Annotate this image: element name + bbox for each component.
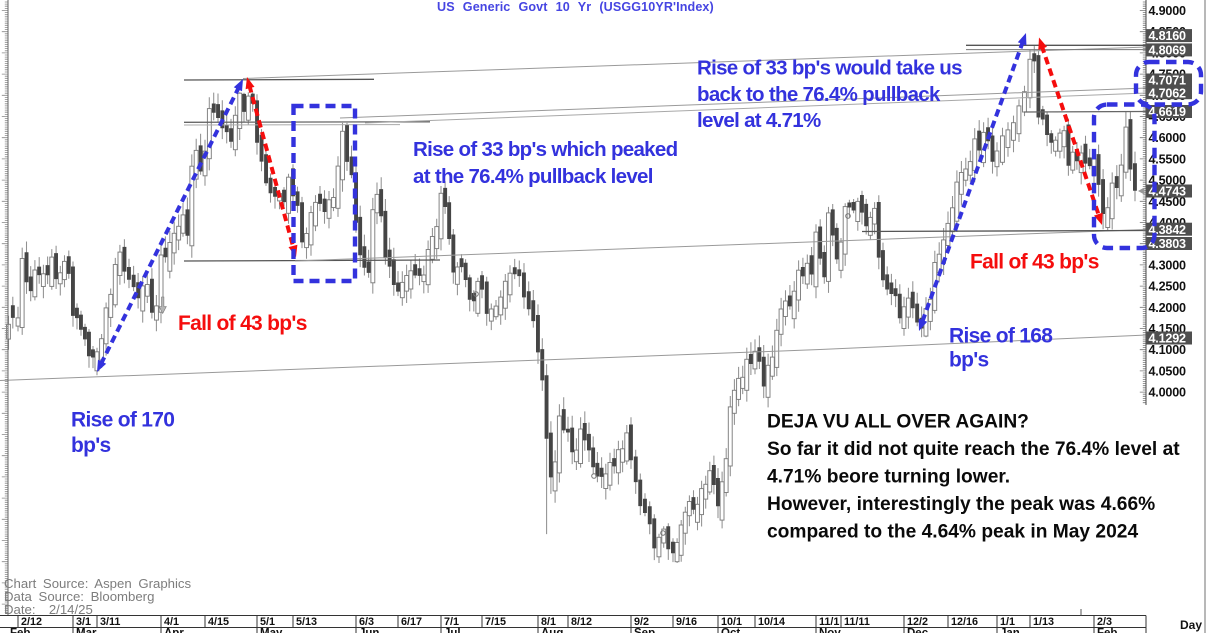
- svg-text:Nov: Nov: [819, 628, 841, 633]
- svg-text:Chart Source: Aspen Graphics: Chart Source: Aspen Graphics: [4, 576, 192, 591]
- svg-text:4.8069: 4.8069: [1149, 44, 1187, 58]
- svg-text:3/1: 3/1: [76, 616, 91, 628]
- svg-text:9/16: 9/16: [676, 616, 697, 628]
- svg-text:4.5000: 4.5000: [1149, 174, 1187, 188]
- svg-text:Rise of 168: Rise of 168: [949, 325, 1053, 348]
- svg-text:11/11: 11/11: [844, 616, 870, 628]
- svg-text:5/1: 5/1: [260, 616, 275, 628]
- svg-text:4.4743: 4.4743: [1149, 185, 1187, 199]
- svg-text:Fall of 43 bp's: Fall of 43 bp's: [970, 251, 1099, 274]
- svg-text:DEJA VU ALL OVER AGAIN?: DEJA VU ALL OVER AGAIN?: [767, 412, 1029, 433]
- svg-text:4.2500: 4.2500: [1149, 280, 1187, 294]
- svg-text:4.71% beore turning lower.: 4.71% beore turning lower.: [767, 467, 1010, 488]
- svg-text:4.6619: 4.6619: [1149, 105, 1187, 119]
- svg-text:4.4500: 4.4500: [1149, 195, 1187, 209]
- svg-text:compared to the 4.64% peak in: compared to the 4.64% peak in May 2024: [767, 521, 1138, 542]
- svg-text:12/16: 12/16: [951, 616, 978, 628]
- svg-text:4.0500: 4.0500: [1149, 364, 1187, 378]
- svg-text:US Generic Govt 10 Yr (USGG10Y: US Generic Govt 10 Yr (USGG10YR'Index): [437, 0, 714, 14]
- svg-text:Rise of 170: Rise of 170: [71, 408, 174, 431]
- svg-text:4.3842: 4.3842: [1149, 223, 1187, 237]
- svg-text:4.1000: 4.1000: [1149, 343, 1187, 357]
- svg-text:at the 76.4% pullback level: at the 76.4% pullback level: [413, 165, 653, 188]
- svg-text:2/12: 2/12: [21, 616, 42, 628]
- svg-text:4.0000: 4.0000: [1149, 386, 1187, 400]
- svg-text:Jan: Jan: [1000, 628, 1020, 633]
- svg-text:10/14: 10/14: [758, 616, 785, 628]
- svg-text:Date: 2/14/25: Date: 2/14/25: [4, 602, 93, 617]
- svg-text:7/1: 7/1: [444, 616, 459, 628]
- svg-text:4.8160: 4.8160: [1149, 29, 1187, 43]
- svg-text:4.3000: 4.3000: [1149, 258, 1187, 272]
- svg-text:Dec: Dec: [907, 628, 929, 633]
- svg-text:Data Source: Bloomberg: Data Source: Bloomberg: [4, 589, 154, 604]
- svg-text:7/15: 7/15: [485, 616, 506, 628]
- svg-text:3/11: 3/11: [100, 616, 120, 628]
- svg-text:2/3: 2/3: [1097, 616, 1112, 628]
- svg-text:4/15: 4/15: [208, 616, 229, 628]
- svg-text:4/1: 4/1: [164, 616, 179, 628]
- svg-text:1/1: 1/1: [1000, 616, 1015, 628]
- svg-text:bp's: bp's: [949, 349, 989, 372]
- svg-text:4.2000: 4.2000: [1149, 301, 1187, 315]
- svg-text:back to the 76.4% pullback: back to the 76.4% pullback: [697, 83, 941, 106]
- svg-text:11/1: 11/1: [819, 616, 839, 628]
- svg-text:8/12: 8/12: [571, 616, 592, 628]
- svg-text:Fall of 43 bp's: Fall of 43 bp's: [178, 312, 307, 335]
- svg-text:4.9000: 4.9000: [1149, 4, 1187, 18]
- svg-text:10/1: 10/1: [721, 616, 742, 628]
- svg-text:Oct: Oct: [721, 628, 740, 633]
- svg-text:9/2: 9/2: [634, 616, 649, 628]
- svg-text:Aug: Aug: [541, 628, 563, 633]
- svg-text:Day: Day: [1180, 618, 1202, 632]
- svg-text:May: May: [260, 628, 283, 633]
- svg-text:8/1: 8/1: [541, 616, 556, 628]
- svg-text:So far it did not quite reach: So far it did not quite reach the 76.4% …: [767, 439, 1180, 460]
- svg-text:Mar: Mar: [76, 628, 97, 633]
- svg-text:6/17: 6/17: [401, 616, 422, 628]
- svg-text:Jun: Jun: [359, 628, 379, 633]
- svg-text:Sep: Sep: [634, 628, 655, 633]
- svg-text:4.5500: 4.5500: [1149, 152, 1187, 166]
- svg-text:1/13: 1/13: [1033, 616, 1054, 628]
- svg-text:4.7071: 4.7071: [1149, 74, 1187, 88]
- svg-text:Feb: Feb: [10, 628, 30, 633]
- svg-text:Rise of 33 bp's which peaked: Rise of 33 bp's which peaked: [413, 138, 678, 161]
- svg-text:12/2: 12/2: [907, 616, 928, 628]
- svg-text:4.7062: 4.7062: [1149, 86, 1187, 100]
- svg-text:Apr: Apr: [164, 628, 184, 633]
- svg-text:Jul: Jul: [444, 628, 461, 633]
- svg-text:level at 4.71%: level at 4.71%: [697, 109, 821, 132]
- svg-text:4.6000: 4.6000: [1149, 131, 1187, 145]
- svg-text:Feb: Feb: [1097, 628, 1117, 633]
- svg-text:4.3803: 4.3803: [1149, 237, 1187, 251]
- svg-text:5/13: 5/13: [296, 616, 317, 628]
- svg-text:bp's: bp's: [71, 434, 111, 457]
- svg-text:6/3: 6/3: [359, 616, 374, 628]
- svg-text:Rise of 33 bp's would take us: Rise of 33 bp's would take us: [697, 57, 962, 80]
- svg-text:However, interestingly the pea: However, interestingly the peak was 4.66…: [767, 494, 1155, 515]
- svg-text:4.1292: 4.1292: [1149, 332, 1187, 346]
